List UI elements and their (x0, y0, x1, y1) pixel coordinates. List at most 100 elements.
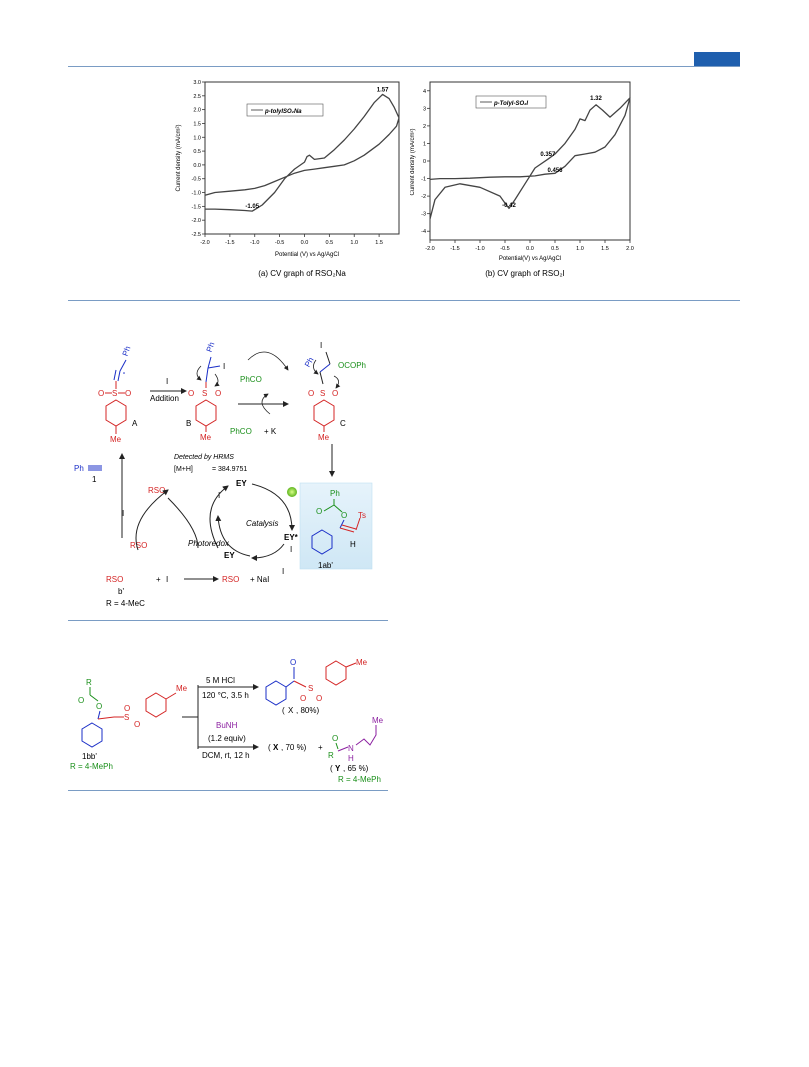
header-rule (68, 66, 740, 67)
svg-text:EY: EY (236, 479, 247, 488)
svg-text:X: X (288, 706, 294, 715)
svg-text:N: N (348, 744, 354, 753)
compound-a: Ph O S O Me A (98, 345, 138, 444)
svg-text:O: O (290, 658, 296, 667)
x-tick-label: -1.0 (475, 246, 484, 252)
legend-label: p-tolylSO₂Na (264, 109, 302, 115)
svg-text:I: I (218, 491, 220, 500)
cv-curve (429, 97, 631, 220)
y-tick-label: -2.5 (192, 232, 201, 238)
svg-text:EY: EY (224, 551, 235, 560)
svg-text:= 384.9751: = 384.9751 (212, 466, 247, 473)
peak-label: 0.357 (540, 152, 556, 158)
x-tick-label: -2.0 (425, 246, 434, 252)
legend-box (475, 95, 547, 109)
svg-text:S: S (112, 389, 117, 398)
svg-text:Y: Y (335, 764, 341, 773)
svg-text:Ph: Ph (330, 489, 340, 498)
iodine-radical: I (166, 377, 168, 386)
benzoate: PhCO (240, 375, 262, 384)
x-tick-label: 2.0 (626, 246, 634, 252)
x-tick-label: 1.0 (350, 240, 358, 246)
equiv: (1.2 equiv) (208, 734, 246, 743)
y-tick-label: -0.5 (192, 177, 201, 183)
svg-text:O: O (188, 389, 194, 398)
svg-text:Me: Me (176, 684, 188, 693)
svg-text:S: S (124, 713, 129, 722)
y-tick-label: 3 (423, 106, 426, 112)
svg-text:(: ( (330, 764, 333, 773)
conditions-2: DCM, rt, 12 h (202, 751, 250, 760)
x-tick-label: 0.0 (301, 240, 309, 246)
mechanism-scheme: Ph O S O Me A I Addition Ph I O S O Me B… (74, 341, 373, 608)
svg-text:I: I (166, 575, 168, 584)
plot-frame (204, 81, 400, 235)
hrms-mass: [M+H] (174, 466, 193, 473)
sodium-sulfinate: RSO (106, 575, 123, 584)
svg-text:O: O (96, 702, 102, 711)
hydrolysis-scheme: R O O S O O Me 1bb' R = 4-MePh 5 M HCl 1… (70, 658, 384, 784)
product-x-ref: X (273, 743, 279, 752)
svg-text:O: O (125, 389, 131, 398)
product-1ab: Ph O O Ts H 1ab' (299, 482, 373, 570)
svg-text:R: R (328, 751, 334, 760)
svg-text:1: 1 (92, 475, 97, 484)
y-tick-label: 4 (423, 89, 426, 95)
chart-caption: (b) CV graph of RSO₂I (485, 269, 565, 278)
section-rule (68, 790, 388, 791)
svg-text:O: O (332, 734, 338, 743)
svg-text:R: R (86, 678, 92, 687)
svg-text:B: B (186, 419, 191, 428)
svg-text:O: O (134, 720, 140, 729)
y-tick-label: 1 (423, 141, 426, 147)
svg-text:(: ( (282, 706, 285, 715)
y-tick-label: 0.5 (193, 149, 201, 155)
svg-text:Ts: Ts (358, 511, 366, 520)
svg-text:S: S (202, 389, 207, 398)
svg-text:Me: Me (356, 658, 368, 667)
reagent-hcl: 5 M HCl (206, 676, 235, 685)
chart-caption: (a) CV graph of RSO₂Na (258, 269, 346, 278)
y-tick-label: 2.5 (193, 94, 201, 100)
y-tick-label: -1.5 (192, 204, 201, 210)
y-tick-label: 0.0 (193, 163, 201, 169)
x-tick-label: 1.5 (375, 240, 383, 246)
x-tick-label: 0.5 (326, 240, 334, 246)
compound-c: Ph I OCOPh O S O Me C (303, 341, 366, 442)
x-tick-label: -2.0 (200, 240, 209, 246)
benzoic-acid: PhCO (230, 427, 252, 436)
addition-label: Addition (150, 394, 179, 403)
y-axis-label: Current density (mA/cm²) (176, 124, 182, 191)
x-tick-label: -1.5 (225, 240, 234, 246)
svg-text:Me: Me (200, 433, 212, 442)
svg-text:1ab': 1ab' (318, 561, 333, 570)
section-rule (68, 620, 388, 621)
svg-text:O: O (215, 389, 221, 398)
light-bulb-icon (287, 487, 297, 497)
x-axis-label: Potential(V) vs Ag/AgCl (499, 256, 561, 262)
svg-text:RSO: RSO (130, 541, 147, 550)
svg-text:O: O (300, 694, 306, 703)
svg-text:H: H (348, 754, 354, 763)
svg-text:(: ( (268, 743, 271, 752)
x-tick-label: -1.0 (250, 240, 259, 246)
svg-text:1bb': 1bb' (82, 752, 97, 761)
conditions-1: 120 °C, 3.5 h (202, 691, 249, 700)
photoredox-cycle: Ph 1 RSO RSO I I Photoredox Catalysis EY… (74, 453, 299, 576)
peak-label: -1.05 (245, 204, 259, 210)
x-tick-label: -0.5 (500, 246, 509, 252)
compound-1bb: R O O S O O Me 1bb' R = 4-MePh (70, 678, 188, 771)
hrms-note: Detected by HRMS (174, 454, 234, 461)
base: + K (264, 427, 277, 436)
cv-curve (204, 93, 400, 212)
svg-text:O: O (78, 696, 84, 705)
svg-text:O: O (332, 389, 338, 398)
y-tick-label: -4 (421, 229, 426, 235)
svg-text:Me: Me (372, 716, 384, 725)
y-tick-label: 1.0 (193, 135, 201, 141)
svg-text:Ph: Ph (205, 341, 217, 353)
y-tick-label: -2 (421, 194, 426, 200)
reagent-bunh2: BuNH (216, 721, 238, 730)
svg-text:O: O (308, 389, 314, 398)
svg-text:H: H (350, 540, 356, 549)
